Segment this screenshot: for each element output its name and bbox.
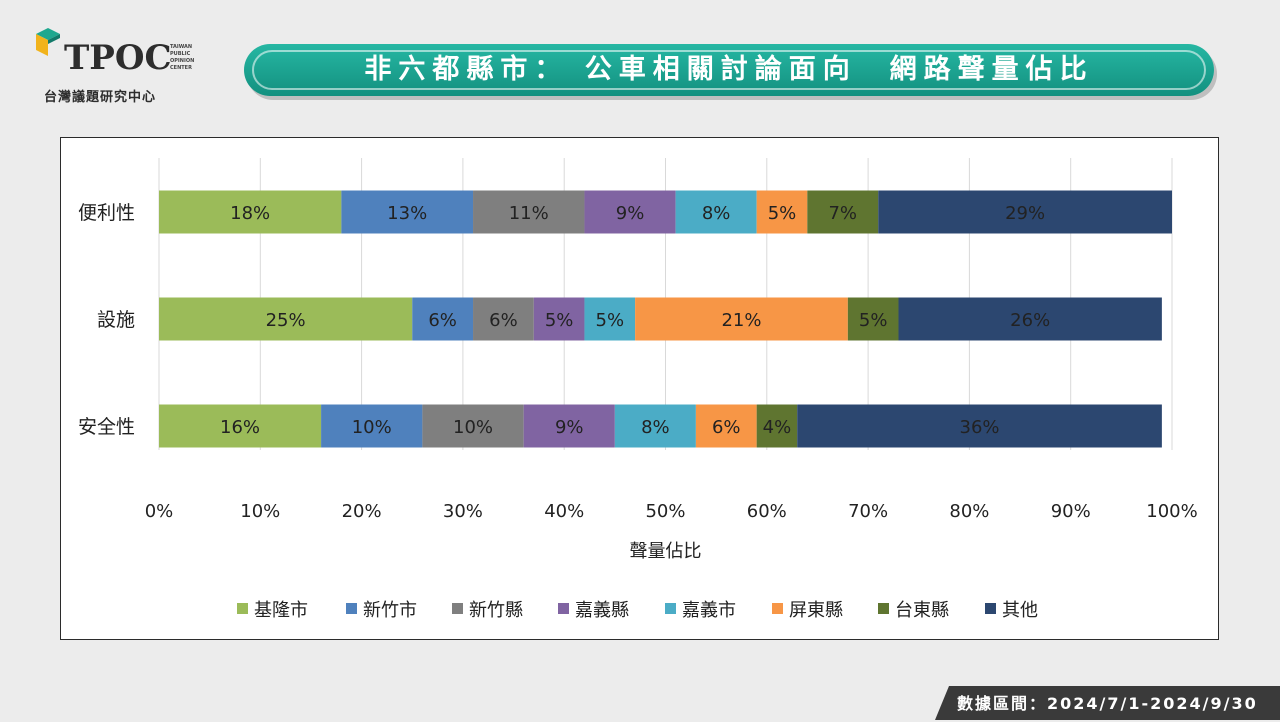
bar-segment	[898, 297, 1162, 341]
x-tick-label: 60%	[747, 501, 787, 522]
bar-segment	[878, 190, 1172, 234]
legend-label: 基隆市	[254, 600, 308, 621]
data-label: 13%	[387, 203, 427, 224]
data-label: 5%	[859, 310, 888, 331]
bar-segment	[584, 297, 636, 341]
category-label: 安全性	[78, 416, 135, 438]
logo-wordmark: TPOC	[64, 38, 172, 78]
logo-tagline: 台灣議題研究中心	[44, 90, 157, 105]
legend-label: 新竹縣	[469, 600, 523, 621]
date-range-footer: 數據區間：2024/7/1-2024/9/30	[935, 686, 1280, 720]
bar-segment	[341, 190, 474, 234]
logo-tiny-text: TAIWAN PUBLIC OPINION CENTER	[170, 44, 195, 71]
data-label: 10%	[352, 417, 392, 438]
bar-segment	[159, 190, 342, 234]
bar-segment	[473, 190, 585, 234]
bar-segment	[422, 404, 524, 448]
date-range-text: 數據區間：2024/7/1-2024/9/30	[957, 694, 1258, 713]
category-label: 設施	[97, 309, 135, 331]
legend-label: 其他	[1002, 600, 1038, 621]
legend-label: 新竹市	[363, 600, 417, 621]
data-label: 10%	[453, 417, 493, 438]
data-label: 7%	[828, 203, 857, 224]
data-label: 6%	[428, 310, 457, 331]
category-label: 便利性	[78, 202, 135, 224]
bar-segment	[847, 297, 899, 341]
data-label: 25%	[266, 310, 306, 331]
x-tick-label: 80%	[949, 501, 989, 522]
bar-segment	[321, 404, 423, 448]
legend-label: 嘉義縣	[575, 600, 629, 621]
stacked-bar-chart: 0% 10% 20% 30% 40% 50% 60% 70% 80% 90% 100% 便利性設施安全…	[78, 158, 1198, 621]
data-label: 21%	[721, 310, 761, 331]
legend-label: 台東縣	[895, 600, 949, 621]
bar-segment	[412, 297, 474, 341]
data-label: 5%	[596, 310, 625, 331]
page-title: 非六都縣市： 公車相關討論面向 網路聲量佔比	[364, 54, 1094, 85]
data-label: 8%	[641, 417, 670, 438]
x-tick-label: 100%	[1146, 501, 1197, 522]
legend-label: 嘉義市	[682, 600, 736, 621]
data-label: 5%	[545, 310, 574, 331]
legend-swatch	[985, 603, 996, 614]
bar-segment	[756, 190, 808, 234]
title-banner: 非六都縣市： 公車相關討論面向 網路聲量佔比	[244, 44, 1214, 96]
bar-segment	[533, 297, 585, 341]
bar-segment	[614, 404, 696, 448]
data-label: 36%	[960, 417, 1000, 438]
x-tick-label: 0%	[145, 501, 174, 522]
x-tick-label: 10%	[240, 501, 280, 522]
x-tick-label: 40%	[544, 501, 584, 522]
legend-swatch	[452, 603, 463, 614]
x-tick-label: 90%	[1051, 501, 1091, 522]
legend-swatch	[772, 603, 783, 614]
x-tick-label: 50%	[645, 501, 685, 522]
legend-label: 屏東縣	[789, 600, 843, 621]
data-label: 6%	[489, 310, 518, 331]
bar-segment	[695, 404, 757, 448]
data-label: 5%	[768, 203, 797, 224]
x-tick-label: 20%	[342, 501, 382, 522]
tpoc-logo: TPOC TAIWAN PUBLIC OPINION CENTER 台灣議題研究…	[34, 24, 224, 106]
data-label: 6%	[712, 417, 741, 438]
logo-cube-icon	[36, 28, 60, 56]
legend-swatch	[878, 603, 889, 614]
bar-segment	[756, 404, 798, 448]
data-label: 11%	[509, 203, 549, 224]
chart-panel: 0% 10% 20% 30% 40% 50% 60% 70% 80% 90% 100% 便利性設施安全…	[60, 137, 1219, 640]
bar-segment	[635, 297, 848, 341]
legend-swatch	[237, 603, 248, 614]
x-axis-title: 聲量佔比	[630, 541, 702, 562]
bar-segment	[584, 190, 676, 234]
data-label: 8%	[702, 203, 731, 224]
bar-segment	[159, 404, 322, 448]
data-label: 26%	[1010, 310, 1050, 331]
bar-segment	[159, 297, 413, 341]
legend-swatch	[665, 603, 676, 614]
x-tick-label: 30%	[443, 501, 483, 522]
data-label: 16%	[220, 417, 260, 438]
x-tick-label: 70%	[848, 501, 888, 522]
bar-segment	[473, 297, 534, 341]
data-label: 29%	[1005, 203, 1045, 224]
data-label: 9%	[616, 203, 645, 224]
banner-inner-border	[252, 50, 1206, 90]
bar-segment	[807, 190, 879, 234]
bar-segment	[675, 190, 757, 234]
data-label: 9%	[555, 417, 584, 438]
data-label: 18%	[230, 203, 270, 224]
bar-segment	[523, 404, 615, 448]
legend-swatch	[558, 603, 569, 614]
legend-swatch	[346, 603, 357, 614]
data-label: 4%	[763, 417, 792, 438]
bar-segment	[797, 404, 1162, 448]
